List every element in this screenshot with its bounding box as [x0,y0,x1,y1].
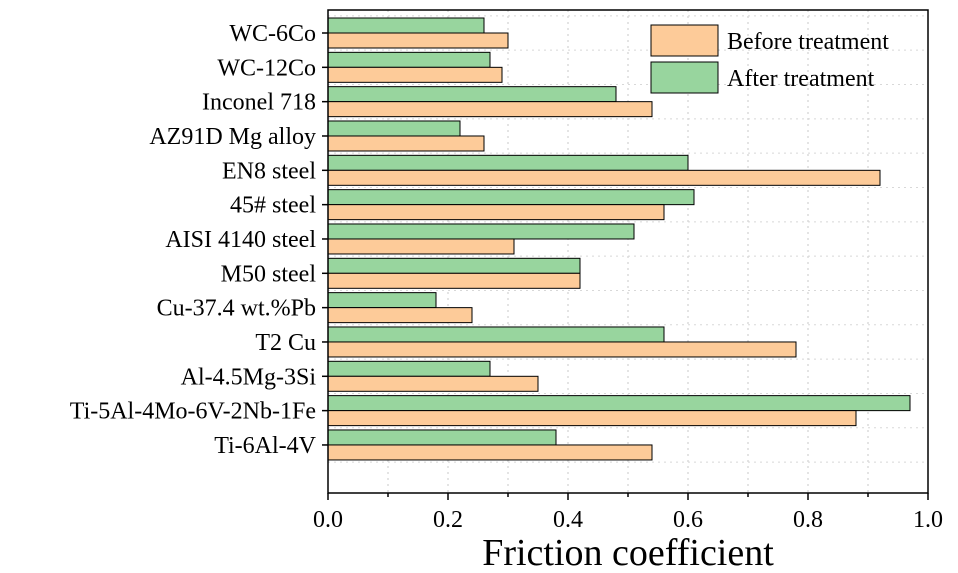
legend-swatch [650,24,719,57]
y-tick-label: EN8 steel [222,158,316,184]
bar-before-treatment [327,135,485,152]
y-tick-label: WC-12Co [217,55,316,81]
bar-before-treatment [327,204,665,221]
y-tick-label: Cu-37.4 wt.%Pb [157,296,316,322]
bar-before-treatment [327,66,503,83]
bar-before-treatment [327,272,581,289]
bar-after-treatment [327,154,689,171]
legend-label: Before treatment [727,29,889,55]
y-tick-label: Ti-5Al-4Mo-6V-2Nb-1Fe [70,399,316,425]
y-tick-label: AISI 4140 steel [165,227,316,253]
bar-after-treatment [327,51,491,68]
bar-after-treatment [327,429,557,446]
y-tick-label: Ti-6Al-4V [214,433,316,459]
y-tick-label: 45# steel [230,193,316,219]
bar-after-treatment [327,120,461,137]
bar-after-treatment [327,326,665,343]
x-tick-label: 0.6 [673,507,703,533]
bar-after-treatment [327,189,695,206]
bar-before-treatment [327,444,653,461]
bar-after-treatment [327,360,491,377]
legend-label: After treatment [727,66,875,92]
axis-labels: WC-6Co WC-12Co Inconel 718 AZ91D Mg alloy EN… [70,21,943,533]
y-tick-label: T2 Cu [255,330,316,356]
x-axis-title: Friction coefficient [482,532,774,573]
bar-after-treatment [327,86,617,103]
legend: Before treatment After treatment [650,24,889,94]
legend-swatch [650,61,719,94]
bar-after-treatment [327,17,485,34]
bar-before-treatment [327,375,539,392]
bar-after-treatment [327,223,635,240]
bar-before-treatment [327,307,473,324]
bar-before-treatment [327,341,797,358]
y-tick-label: AZ91D Mg alloy [149,124,316,150]
bar-before-treatment [327,169,881,186]
x-tick-label: 0.2 [433,507,463,533]
bar-after-treatment [327,257,581,274]
bar-before-treatment [327,32,509,49]
y-tick-label: WC-6Co [229,21,316,47]
x-tick-label: 0.0 [313,507,343,533]
axes [322,9,929,500]
y-tick-label: Al-4.5Mg-3Si [181,364,317,390]
bar-before-treatment [327,101,653,118]
x-tick-label: 0.8 [793,507,823,533]
bar-before-treatment [327,238,515,255]
bar-after-treatment [327,395,911,412]
y-tick-label: Inconel 718 [202,90,316,116]
y-tick-label: M50 steel [221,261,317,287]
bar-after-treatment [327,292,437,309]
x-tick-label: 0.4 [553,507,583,533]
bars [327,17,911,461]
x-tick-label: 1.0 [913,507,943,533]
bar-before-treatment [327,410,857,427]
